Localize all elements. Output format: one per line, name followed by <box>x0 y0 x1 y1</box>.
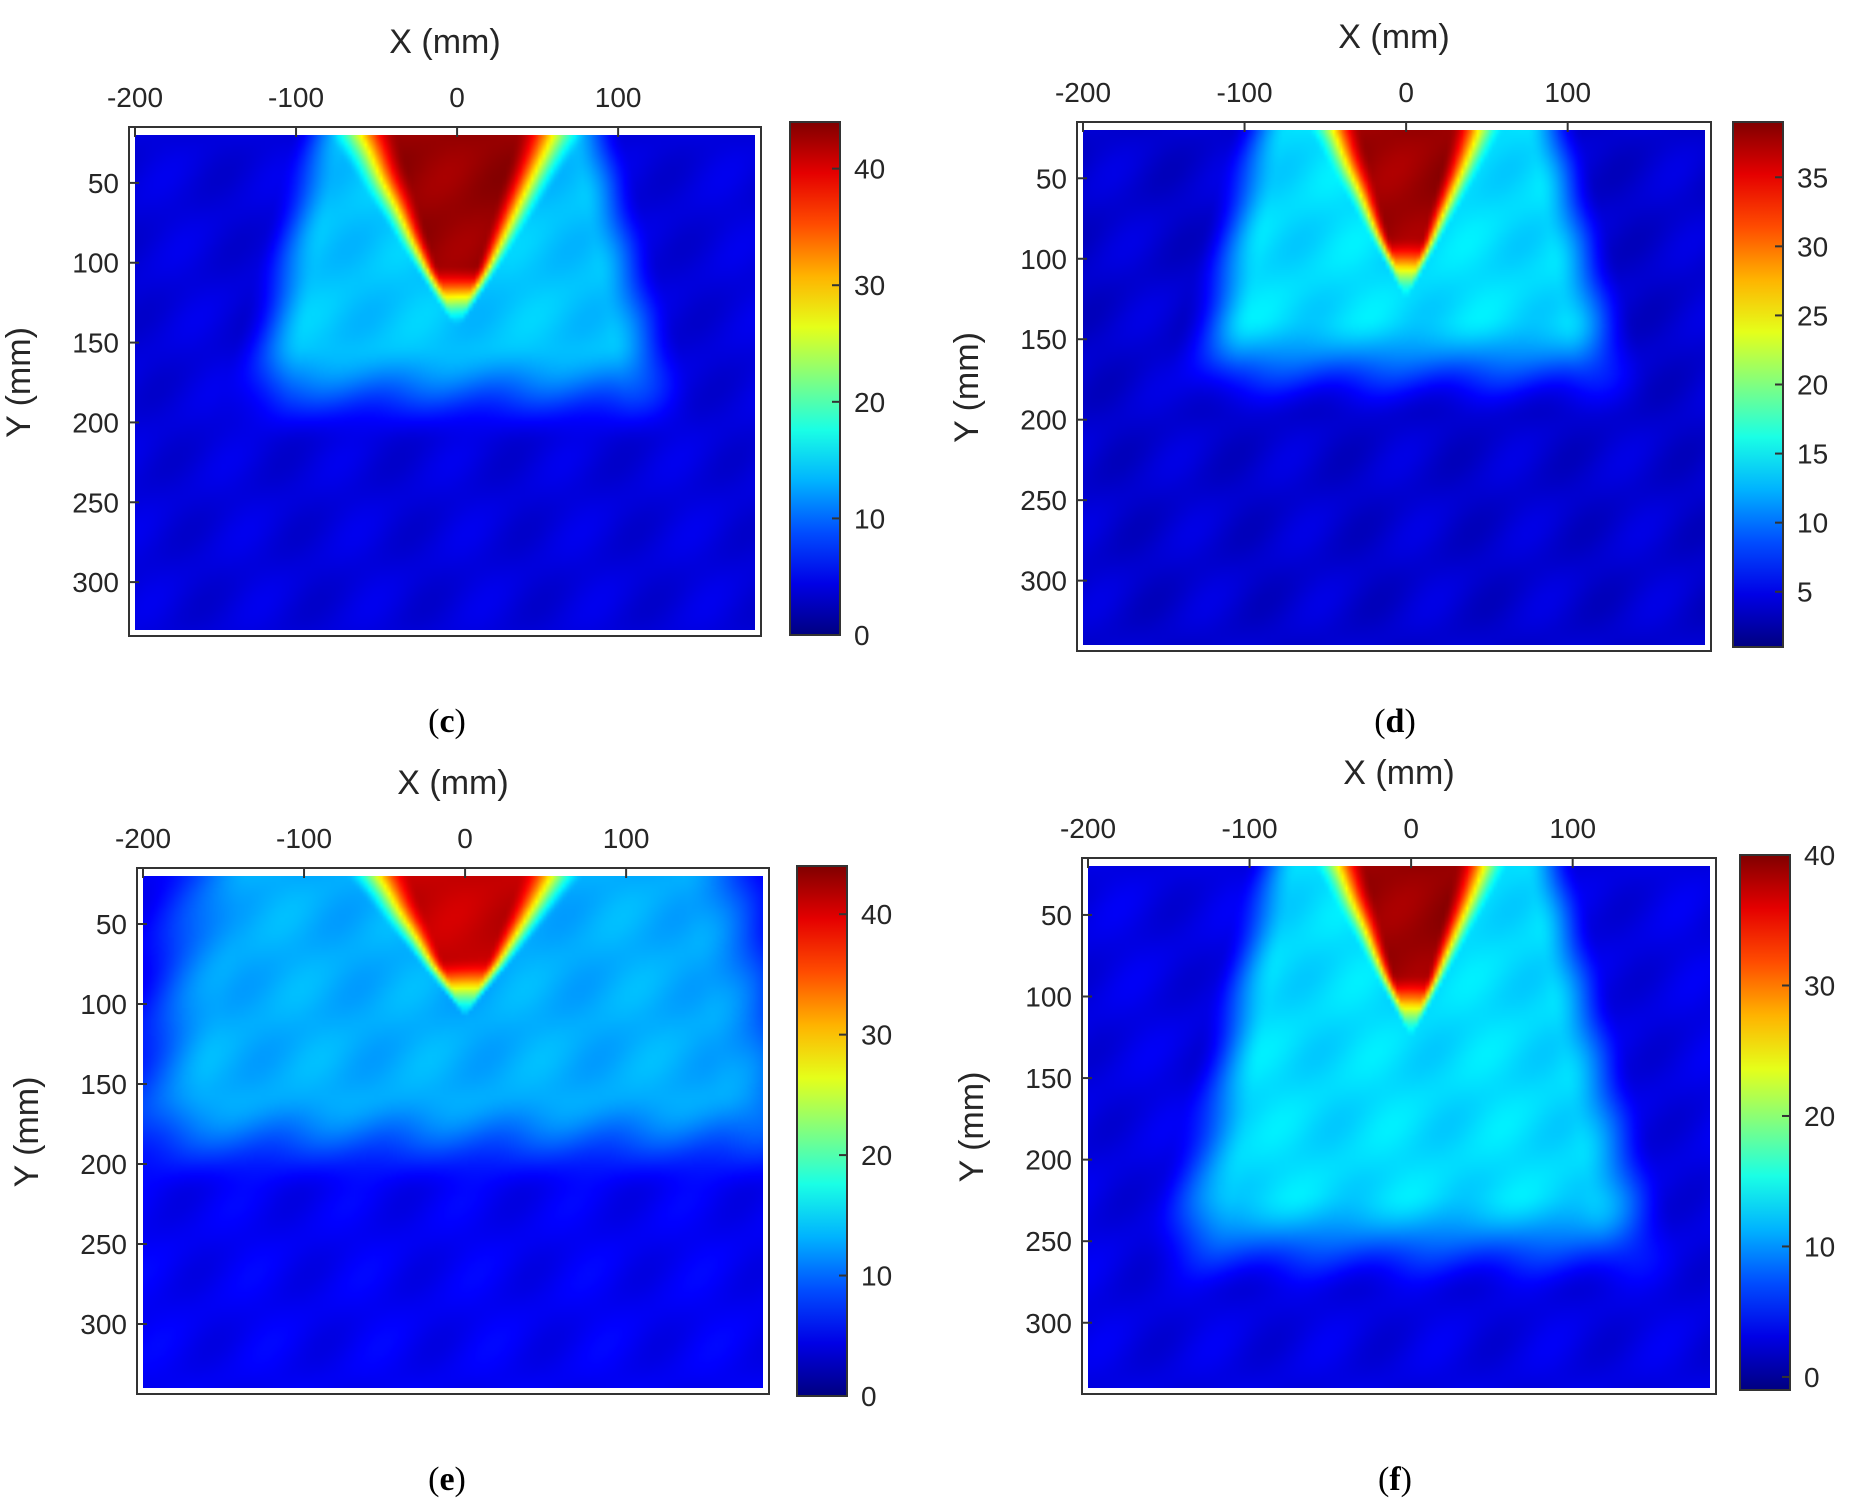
y-tick-label: 250 <box>1020 485 1067 516</box>
y-tick-label: 50 <box>88 168 119 199</box>
y-tick-label: 300 <box>1020 566 1067 597</box>
colorbar <box>789 121 841 636</box>
y-tick-label: 100 <box>1025 982 1072 1013</box>
y-axis-label: Y (mm) <box>0 327 38 438</box>
colorbar-tick-label: 30 <box>1797 231 1828 262</box>
y-axis-label: Y (mm) <box>953 1072 991 1183</box>
colorbar-tick-label: 10 <box>1797 508 1828 539</box>
colorbar-tick-label: 40 <box>854 154 885 185</box>
colorbar-tick-label: 10 <box>861 1261 892 1292</box>
colorbar-tick-label: 5 <box>1797 577 1813 608</box>
colorbar-tick-label: 40 <box>1804 840 1835 871</box>
colorbar <box>1739 854 1791 1391</box>
colorbar-tick-label: 15 <box>1797 439 1828 470</box>
y-tick-label: 50 <box>1041 900 1072 931</box>
y-tick-label: 150 <box>1020 324 1067 355</box>
colorbar-tick-label: 30 <box>854 270 885 301</box>
y-tick-label: 300 <box>72 567 119 598</box>
heatmap-image <box>135 135 755 630</box>
y-tick-label: 150 <box>80 1069 127 1100</box>
x-tick-label: 0 <box>1403 813 1419 844</box>
y-tick-label: 50 <box>1036 163 1067 194</box>
x-tick-label: -200 <box>115 823 171 854</box>
y-tick-label: 50 <box>96 909 127 940</box>
axes-frame <box>1081 857 1717 1395</box>
y-tick-label: 100 <box>1020 244 1067 275</box>
colorbar-tick-label: 40 <box>861 899 892 930</box>
y-axis-label: Y (mm) <box>948 332 986 443</box>
x-tick-label: -200 <box>107 82 163 113</box>
colorbar-tick-label: 20 <box>854 387 885 418</box>
y-tick-label: 250 <box>72 487 119 518</box>
x-axis-label: X (mm) <box>1343 754 1454 792</box>
colorbar-tick-label: 25 <box>1797 300 1828 331</box>
y-tick-label: 200 <box>1020 405 1067 436</box>
colorbar-tick-label: 20 <box>1797 370 1828 401</box>
y-tick-label: 150 <box>72 328 119 359</box>
heatmap-image <box>1088 866 1710 1388</box>
y-tick-label: 200 <box>1025 1145 1072 1176</box>
x-tick-label: 100 <box>1549 813 1596 844</box>
panel-caption: (f) <box>1378 1461 1412 1498</box>
x-tick-label: -100 <box>276 823 332 854</box>
colorbar <box>796 865 848 1397</box>
y-tick-label: 150 <box>1025 1063 1072 1094</box>
axes-frame <box>1076 121 1712 652</box>
x-tick-label: -100 <box>1217 77 1273 108</box>
y-tick-label: 200 <box>80 1149 127 1180</box>
colorbar-tick-label: 20 <box>1804 1101 1835 1132</box>
y-tick-label: 100 <box>80 989 127 1020</box>
panel-caption: (d) <box>1374 703 1416 740</box>
heatmap-image <box>1083 130 1705 645</box>
panel-caption: (c) <box>428 703 466 740</box>
axes-frame <box>128 126 762 637</box>
x-tick-label: 0 <box>449 82 465 113</box>
y-axis-label: Y (mm) <box>8 1077 46 1188</box>
y-tick-label: 250 <box>80 1229 127 1260</box>
colorbar <box>1732 121 1784 648</box>
colorbar-tick-label: 30 <box>861 1020 892 1051</box>
y-tick-label: 300 <box>80 1309 127 1340</box>
x-tick-label: 100 <box>1544 77 1591 108</box>
panel-caption: (e) <box>428 1461 466 1498</box>
colorbar-tick-label: 10 <box>1804 1231 1835 1262</box>
x-axis-label: X (mm) <box>1338 18 1449 56</box>
axes-frame <box>136 867 770 1395</box>
x-axis-label: X (mm) <box>397 764 508 802</box>
x-tick-label: 0 <box>1398 77 1414 108</box>
colorbar-tick-label: 0 <box>861 1381 877 1412</box>
x-tick-label: 100 <box>603 823 650 854</box>
x-tick-label: 100 <box>595 82 642 113</box>
x-tick-label: -200 <box>1060 813 1116 844</box>
colorbar-tick-label: 30 <box>1804 970 1835 1001</box>
x-tick-label: -200 <box>1055 77 1111 108</box>
colorbar-tick-label: 0 <box>1804 1362 1820 1393</box>
heatmap-image <box>143 876 763 1388</box>
panel-d: -200 -100 0 100 50 100 150 200 250 300 X (mm) Y (mm… <box>948 18 1828 740</box>
x-tick-label: -100 <box>1222 813 1278 844</box>
colorbar-tick-label: 20 <box>861 1140 892 1171</box>
y-tick-label: 250 <box>1025 1226 1072 1257</box>
colorbar-tick-label: 0 <box>854 620 870 651</box>
x-axis-label: X (mm) <box>389 23 500 61</box>
x-tick-label: 0 <box>457 823 473 854</box>
colorbar-tick-label: 35 <box>1797 162 1828 193</box>
y-tick-label: 200 <box>72 407 119 438</box>
colorbar-tick-label: 10 <box>854 503 885 534</box>
y-tick-label: 100 <box>72 248 119 279</box>
x-tick-label: -100 <box>268 82 324 113</box>
y-tick-label: 300 <box>1025 1308 1072 1339</box>
